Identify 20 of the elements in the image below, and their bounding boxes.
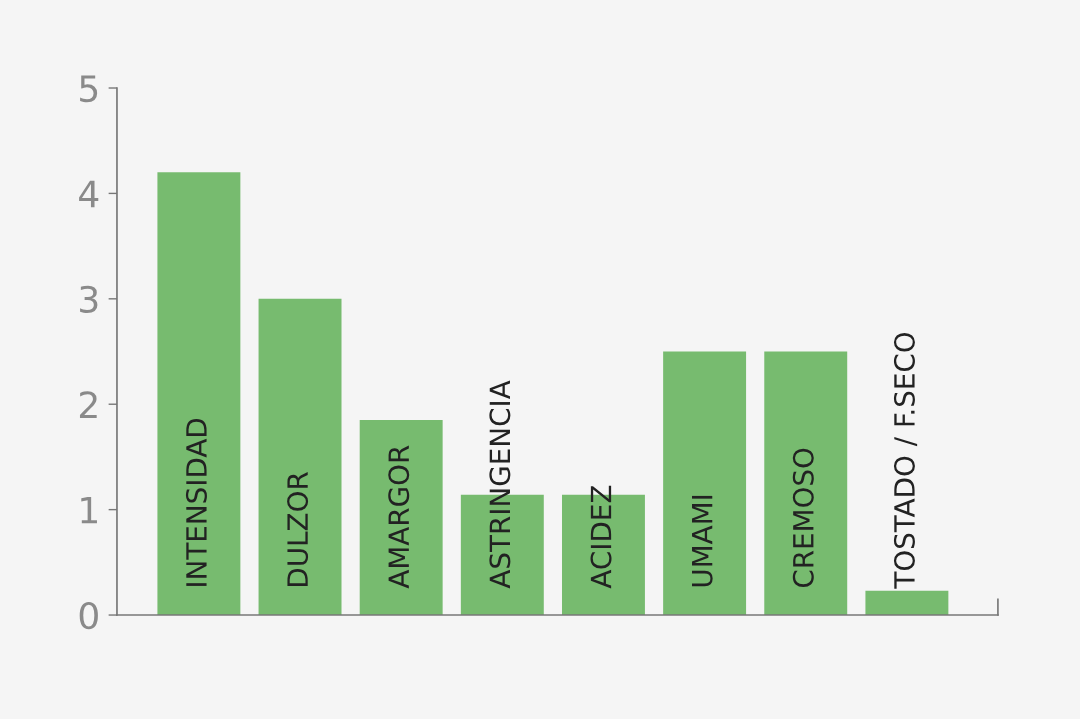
y-tick-label: 0 — [79, 601, 98, 630]
bar — [359, 420, 443, 616]
bar — [764, 351, 848, 616]
bar — [258, 298, 342, 616]
x-tick-label: ACIDEZ — [590, 485, 612, 589]
x-tick-label: AMARGOR — [388, 445, 410, 589]
y-tick-label: 4 — [79, 180, 99, 208]
x-tick-label: CREMOSO — [792, 448, 814, 588]
x-tick-label: ASTRINGENCIA — [489, 380, 511, 589]
y-tick-label: 1 — [81, 497, 97, 524]
y-tick-label: 3 — [80, 285, 98, 314]
bar — [865, 590, 949, 616]
x-tick-label: TOSTADO / F.SECO — [893, 332, 918, 589]
bar — [663, 351, 747, 616]
x-tick-label: DULZOR — [287, 472, 309, 586]
y-tick-label: 2 — [79, 391, 97, 418]
y-tick-label: 5 — [80, 75, 98, 103]
x-tick-label: INTENSIDAD — [185, 418, 207, 586]
bar — [157, 172, 241, 616]
x-tick-label: UMAMI — [692, 495, 713, 587]
